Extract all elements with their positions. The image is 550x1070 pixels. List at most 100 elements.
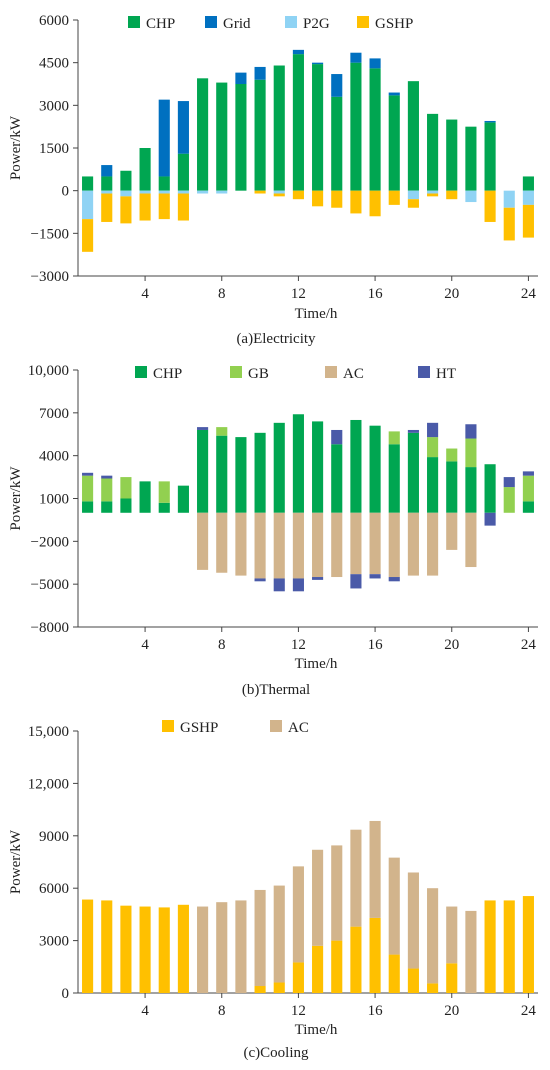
bar-ac-h9 [235,512,247,576]
bar-gshp-h12 [292,190,304,200]
bar-p2g-h18 [407,190,419,200]
bar-ac-h14 [331,845,343,941]
bar-grid-h9 [235,72,247,84]
bar-p2g-h19 [427,190,439,194]
bar-ac-h7 [197,906,209,993]
legend-label-gshp: GSHP [375,16,413,32]
bar-ac-h19 [427,512,439,576]
bar-p2g-h11 [273,190,285,194]
bar-p2g-h1 [82,190,94,220]
bar-ht-h12 [292,578,304,592]
bar-p2g-h3 [120,190,132,197]
x-tick-label: 12 [291,1003,306,1019]
bar-gshp-h13 [312,945,324,993]
bar-ac-h16 [369,512,381,575]
bar-gshp-h17 [388,190,400,205]
y-tick-label: 3000 [39,98,69,114]
bar-chp-h13 [312,64,324,191]
y-tick-label: −5000 [31,577,69,593]
bar-ac-h8 [216,902,228,993]
bar-chp-h15 [350,419,362,513]
bar-chp-h18 [407,432,419,513]
bar-gshp-h14 [331,190,343,208]
legend-swatch-chp [135,366,147,378]
bar-ht-h10 [254,578,266,582]
bar-p2g-h2 [101,190,113,194]
bar-chp-h17 [388,95,400,191]
bar-gshp-h11 [273,982,285,993]
bar-chp-h13 [312,421,324,513]
bar-chp-h2 [101,501,113,513]
bar-chp-h21 [465,126,477,191]
bar-chp-h14 [331,444,343,513]
bar-ht-h14 [331,429,343,445]
bar-gshp-h19 [427,983,439,993]
bar-p2g-h4 [139,190,151,194]
bar-ht-h18 [407,429,419,433]
bar-ac-h20 [446,906,458,964]
bar-ac-h10 [254,512,266,579]
bar-gshp-h11 [273,193,285,197]
x-tick-label: 16 [368,1003,384,1019]
bar-p2g-h5 [158,190,170,194]
x-tick-label: 20 [444,1003,459,1019]
x-tick-label: 20 [444,637,459,653]
bar-gb-h2 [101,478,113,502]
bar-grid-h17 [388,92,400,96]
bar-gshp-h10 [254,986,266,993]
x-tick-label: 24 [521,1003,537,1019]
bar-gshp-h15 [350,190,362,214]
y-tick-label: 1500 [39,141,69,157]
bar-chp-h7 [197,78,209,191]
bar-gshp-h10 [254,190,266,194]
bar-chp-h21 [465,467,477,513]
bar-gshp-h18 [407,199,419,208]
bar-gshp-h22 [484,190,496,222]
bar-gb-h20 [446,448,458,462]
bar-ac-h19 [427,888,439,984]
bar-gshp-h12 [292,962,304,993]
bar-ac-h10 [254,889,266,987]
x-axis-title: Time/h [295,1022,338,1038]
bar-chp-h24 [522,176,534,191]
bar-chp-h9 [235,437,247,513]
legend-label-chp: CHP [153,366,182,382]
legend-label-gb: GB [248,366,269,382]
bar-gshp-h6 [177,904,189,993]
x-tick-label: 8 [218,286,226,302]
bar-chp-h8 [216,82,228,191]
legend-swatch-gb [230,366,242,378]
bar-gshp-h3 [120,196,132,224]
bar-chp-h4 [139,148,151,191]
x-tick-label: 4 [141,637,149,653]
bar-grid-h10 [254,66,266,80]
bar-gb-h3 [120,477,132,499]
bar-gshp-h19 [427,193,439,197]
legend-label-gshp: GSHP [180,720,218,736]
x-tick-label: 20 [444,286,459,302]
bar-gshp-h4 [139,193,151,221]
bar-chp-h11 [273,422,285,513]
bar-ac-h21 [465,512,477,568]
x-tick-label: 16 [368,637,384,653]
bar-gb-h1 [82,475,94,502]
x-tick-label: 16 [368,286,384,302]
x-tick-label: 12 [291,637,306,653]
bar-grid-h13 [312,62,324,65]
bar-ac-h13 [312,849,324,946]
bar-chp-h11 [273,65,285,191]
bar-ac-h11 [273,885,285,983]
bar-ac-h17 [388,512,400,578]
legend-swatch-ht [418,366,430,378]
x-tick-label: 12 [291,286,306,302]
bar-ac-h9 [235,900,247,993]
bar-p2g-h21 [465,190,477,203]
bar-gshp-h18 [407,968,419,993]
bar-ac-h18 [407,512,419,576]
bar-ht-h21 [465,424,477,439]
bar-ac-h20 [446,512,458,550]
bar-chp-h12 [292,54,304,191]
y-tick-label: −2000 [31,534,69,550]
bar-chp-h4 [139,481,151,513]
bar-chp-h3 [120,170,132,191]
